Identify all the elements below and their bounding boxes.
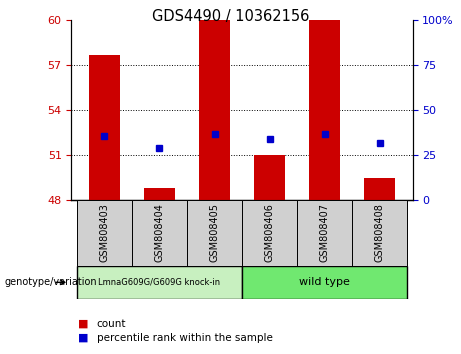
Bar <box>187 200 242 266</box>
Bar <box>132 200 187 266</box>
Text: GDS4490 / 10362156: GDS4490 / 10362156 <box>152 9 309 24</box>
Bar <box>200 20 230 200</box>
Bar <box>77 200 132 266</box>
Bar <box>242 200 297 266</box>
Text: wild type: wild type <box>299 277 350 287</box>
Text: ■: ■ <box>78 319 89 329</box>
Text: ■: ■ <box>78 333 89 343</box>
Text: percentile rank within the sample: percentile rank within the sample <box>97 333 273 343</box>
Text: count: count <box>97 319 126 329</box>
Text: genotype/variation: genotype/variation <box>5 277 97 287</box>
Bar <box>254 155 285 200</box>
Text: LmnaG609G/G609G knock-in: LmnaG609G/G609G knock-in <box>99 278 220 287</box>
Text: GSM808407: GSM808407 <box>319 203 330 262</box>
Bar <box>309 20 340 200</box>
Bar <box>77 266 242 299</box>
Text: GSM808404: GSM808404 <box>154 203 165 262</box>
Bar <box>89 55 119 200</box>
Bar <box>242 266 407 299</box>
Bar <box>352 200 407 266</box>
Text: GSM808405: GSM808405 <box>209 203 219 262</box>
Text: GSM808408: GSM808408 <box>375 203 384 262</box>
Text: GSM808406: GSM808406 <box>265 203 275 262</box>
Bar <box>297 200 352 266</box>
Bar <box>365 178 395 200</box>
Text: GSM808403: GSM808403 <box>100 203 109 262</box>
Bar <box>144 188 175 200</box>
